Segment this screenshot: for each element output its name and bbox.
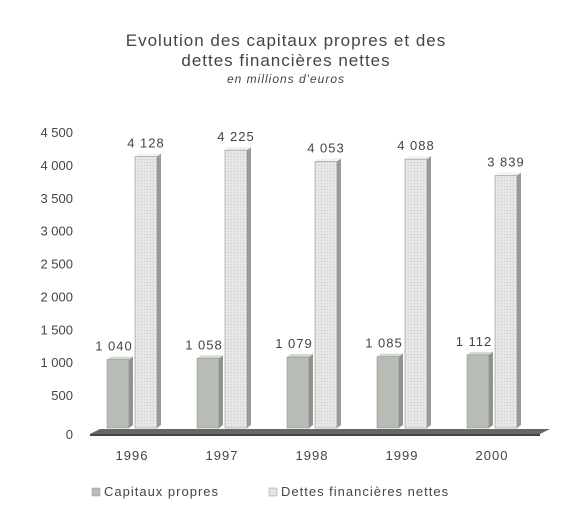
- data-label: 4 128: [127, 135, 165, 150]
- legend-label: Dettes financières nettes: [281, 484, 449, 499]
- y-tick-label: 3 000: [40, 224, 73, 239]
- legend-swatch: [268, 487, 278, 497]
- bar-top: [377, 353, 403, 357]
- plot-area: 0 500 1 000 1 500 2 000 2 500 3 000 3 500 4 000 4…: [40, 125, 550, 463]
- bar-top: [135, 153, 161, 157]
- y-tick-label: 2 000: [40, 289, 73, 304]
- y-tick-label: 1 500: [40, 322, 73, 337]
- bar-side: [247, 147, 251, 429]
- data-label: 3 839: [487, 154, 525, 169]
- chart-title-line1: Evolution des capitaux propres et des: [126, 31, 447, 50]
- data-label: 1 058: [185, 337, 223, 352]
- data-label: 1 112: [456, 334, 493, 349]
- bar-top: [107, 356, 133, 360]
- bar-top: [315, 158, 341, 162]
- bar-top: [495, 172, 521, 176]
- data-label: 1 040: [95, 339, 133, 354]
- bar-side: [309, 354, 313, 428]
- chart-subtitle: en millions d'euros: [227, 72, 345, 86]
- chart-floor: [90, 429, 550, 434]
- bar: [494, 175, 518, 429]
- bar: [314, 161, 338, 429]
- y-tick-label: 0: [66, 427, 73, 442]
- bar-top: [197, 355, 223, 359]
- bar: [106, 359, 130, 429]
- x-tick-label: 1996: [116, 448, 149, 463]
- bar: [466, 354, 490, 429]
- bar: [376, 356, 400, 429]
- data-label: 4 225: [217, 129, 255, 144]
- bar-side: [489, 351, 493, 428]
- y-tick-label: 3 500: [40, 191, 73, 206]
- bar-side: [157, 153, 161, 428]
- legend-swatch: [91, 487, 101, 497]
- data-label: 4 053: [307, 140, 345, 155]
- bar-top: [287, 354, 313, 358]
- y-tick-label: 500: [51, 388, 73, 403]
- data-label: 1 085: [365, 336, 403, 351]
- x-tick-label: 1998: [296, 448, 329, 463]
- y-tick-label: 4 500: [40, 125, 73, 140]
- bar: [286, 356, 310, 429]
- y-tick-label: 2 500: [40, 257, 73, 272]
- legend: Capitaux propres Dettes financières nette…: [91, 484, 449, 499]
- data-label: 1 079: [275, 336, 313, 351]
- y-tick-label: 4 000: [40, 158, 73, 173]
- bar: [134, 156, 158, 429]
- x-tick-label: 2000: [476, 448, 509, 463]
- bar-side: [427, 156, 431, 428]
- bar: [196, 358, 220, 429]
- bar-top: [225, 147, 251, 151]
- data-label: 4 088: [397, 138, 435, 153]
- x-tick-label: 1999: [386, 448, 419, 463]
- x-tick-label: 1997: [206, 448, 239, 463]
- bar-top: [467, 351, 493, 355]
- bar-side: [219, 355, 223, 428]
- bar-side: [517, 172, 521, 428]
- y-tick-label: 1 000: [40, 355, 73, 370]
- bar-side: [337, 158, 341, 429]
- chart-floor-edge: [90, 434, 540, 436]
- bar-side: [129, 356, 133, 428]
- bar-side: [399, 353, 403, 428]
- bar: [224, 149, 248, 429]
- bar-top: [405, 156, 431, 160]
- bar: [404, 158, 428, 429]
- legend-label: Capitaux propres: [104, 484, 219, 499]
- chart-title-line2: dettes financières nettes: [181, 51, 390, 70]
